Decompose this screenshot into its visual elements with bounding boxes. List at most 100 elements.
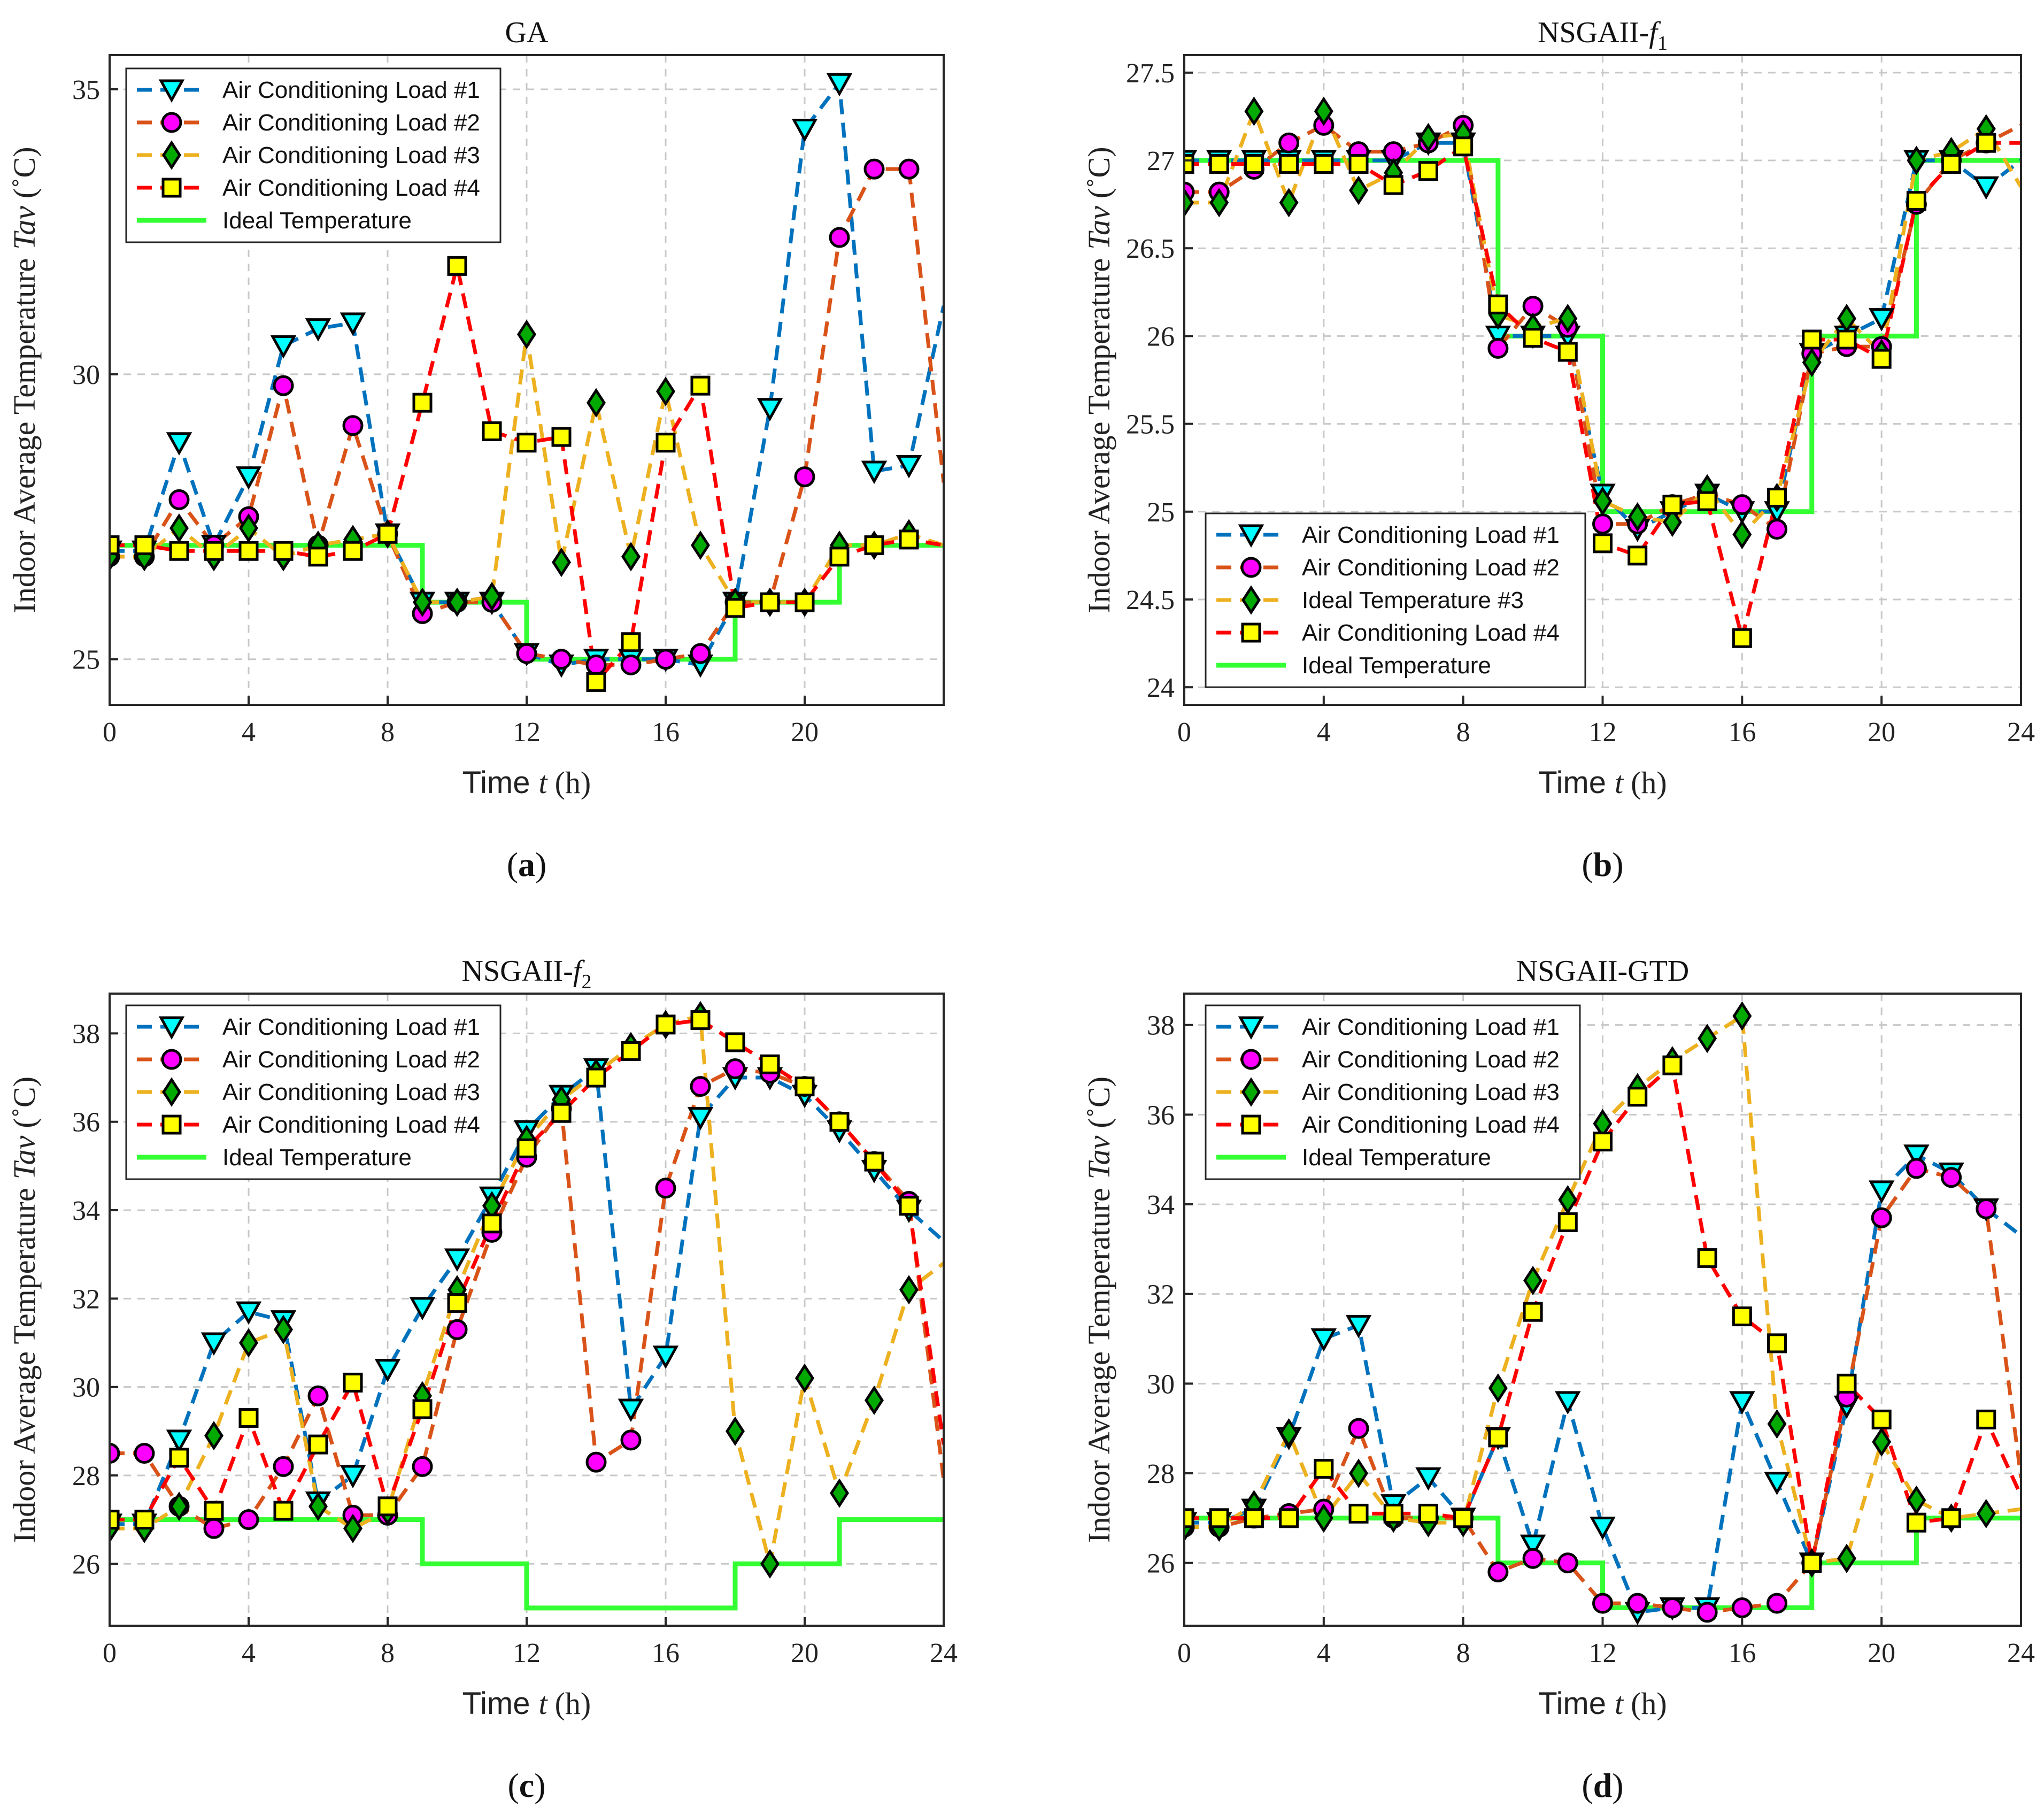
data-point-series-4 — [134, 1510, 155, 1530]
y-axis-label: Indoor Average Temperature Tav (˚C) — [1082, 1076, 1116, 1543]
y-axis-label-var: Tav — [1082, 206, 1116, 250]
data-point-series-2 — [307, 1385, 329, 1406]
data-point-series-1 — [1310, 1328, 1337, 1352]
y-tick-label: 26 — [1147, 1549, 1175, 1579]
data-point-series-3 — [1184, 188, 1194, 218]
legend-label-4: Air Conditioning Load #4 — [222, 1112, 480, 1138]
data-point-series-4 — [621, 632, 641, 652]
y-tick-label: 34 — [72, 1196, 100, 1226]
data-point-series-1 — [235, 466, 262, 490]
data-point-series-3 — [899, 1275, 919, 1305]
data-point-series-3 — [239, 513, 258, 543]
data-point-series-2 — [273, 375, 294, 396]
x-tick-label: 24 — [930, 1638, 958, 1668]
data-point-series-4 — [1906, 191, 1926, 211]
y-axis-label-var: Tav — [1082, 1135, 1116, 1179]
data-point-series-4 — [1593, 1132, 1613, 1152]
data-point-series-4 — [760, 592, 780, 612]
panel-caption-letter: d — [1593, 1766, 1613, 1804]
data-point-series-4 — [829, 1112, 850, 1132]
data-point-series-4 — [1557, 342, 1578, 362]
data-point-series-4 — [1488, 1427, 1508, 1448]
series-group — [110, 73, 944, 692]
data-point-series-4 — [1662, 1055, 1683, 1075]
data-point-series-3 — [1872, 1427, 1892, 1457]
y-tick-label: 28 — [72, 1461, 100, 1491]
x-tick-label: 20 — [791, 1638, 819, 1668]
y-axis-label-unit: (˚C) — [7, 147, 42, 198]
legend-marker-4 — [1241, 1114, 1261, 1135]
y-tick-label: 25.5 — [1126, 410, 1175, 440]
legend-label-3: Air Conditioning Load #3 — [222, 1079, 480, 1105]
y-tick-label: 24 — [1147, 673, 1175, 703]
data-point-series-3 — [1209, 188, 1229, 218]
legend-marker-1 — [1238, 524, 1264, 548]
chart-panel-d: 0 4 8 12 16 20 24 26 28 30 32 34 36 38 NSGAII-GTD Time t… — [1082, 955, 2035, 1804]
data-point-series-4 — [1976, 133, 1996, 153]
data-point-series-1 — [826, 73, 853, 97]
y-tick-label: 36 — [1147, 1100, 1175, 1131]
x-tick-label: 8 — [381, 717, 395, 748]
data-point-series-4 — [482, 1213, 502, 1234]
x-tick-label: 4 — [242, 1638, 256, 1668]
data-point-series-3 — [691, 530, 710, 560]
data-point-series-3 — [760, 1549, 780, 1579]
legend-label-2: Air Conditioning Load #2 — [1302, 1047, 1560, 1073]
data-point-series-1 — [270, 335, 297, 359]
data-point-series-4 — [1557, 1212, 1578, 1233]
legend: Air Conditioning Load #1 Air Conditioning… — [1205, 1004, 1581, 1180]
data-point-series-4 — [795, 1076, 815, 1097]
data-point-series-2 — [1871, 1207, 1892, 1228]
data-point-series-4 — [1628, 545, 1648, 566]
data-point-series-4 — [134, 535, 155, 556]
data-point-series-1 — [1868, 1180, 1895, 1204]
data-point-series-1 — [791, 119, 818, 142]
panel-caption-letter: b — [1593, 845, 1613, 883]
data-point-series-4 — [1941, 1508, 1962, 1528]
data-point-series-1 — [1345, 1314, 1372, 1339]
legend-marker-4 — [161, 178, 182, 198]
legend-label-5: Ideal Temperature — [1302, 1144, 1491, 1171]
data-point-series-4 — [1244, 154, 1264, 174]
data-point-series-1 — [652, 1345, 679, 1369]
data-point-series-2 — [1487, 1561, 1509, 1582]
data-point-series-4 — [308, 547, 328, 567]
data-point-series-2 — [1662, 1597, 1683, 1618]
data-point-series-3 — [621, 542, 641, 572]
legend-marker-3 — [162, 140, 181, 170]
data-point-series-4 — [169, 541, 189, 561]
data-point-series-2 — [863, 158, 885, 180]
x-axis-label-text: Time — [1538, 765, 1606, 800]
data-point-series-4 — [1871, 349, 1892, 369]
data-point-series-2 — [110, 1443, 120, 1464]
y-tick-label: 25 — [72, 645, 100, 675]
data-point-series-2 — [134, 1443, 155, 1464]
data-point-series-3 — [1767, 1409, 1787, 1439]
data-point-series-4 — [204, 1501, 224, 1521]
data-point-series-1 — [1415, 1467, 1441, 1491]
data-point-series-3 — [1907, 1485, 1926, 1515]
data-point-series-1 — [200, 1332, 227, 1356]
legend-label-1: Air Conditioning Load #1 — [1302, 1014, 1560, 1040]
data-point-series-1 — [166, 432, 192, 456]
data-point-series-4 — [1383, 175, 1403, 195]
data-point-series-4 — [899, 529, 919, 550]
data-point-series-3 — [795, 1363, 814, 1393]
data-point-series-1 — [444, 1248, 470, 1272]
data-point-series-1 — [374, 1359, 401, 1382]
data-point-series-3 — [1558, 1185, 1578, 1215]
legend-label-2: Air Conditioning Load #2 — [1302, 555, 1560, 581]
y-axis-label-unit: (˚C) — [1082, 1076, 1116, 1128]
x-tick-label: 8 — [1456, 1638, 1470, 1668]
data-point-series-3 — [1593, 486, 1613, 516]
data-point-series-3 — [830, 1478, 849, 1508]
data-point-series-2 — [585, 1451, 607, 1473]
data-point-series-4 — [725, 598, 745, 618]
x-tick-label: 20 — [791, 717, 819, 748]
legend-label-4: Air Conditioning Load #4 — [222, 175, 480, 201]
data-point-series-4 — [655, 433, 676, 453]
legend-label-1: Air Conditioning Load #1 — [1302, 522, 1560, 548]
data-point-series-4 — [760, 1054, 780, 1074]
series-group — [110, 1001, 944, 1611]
